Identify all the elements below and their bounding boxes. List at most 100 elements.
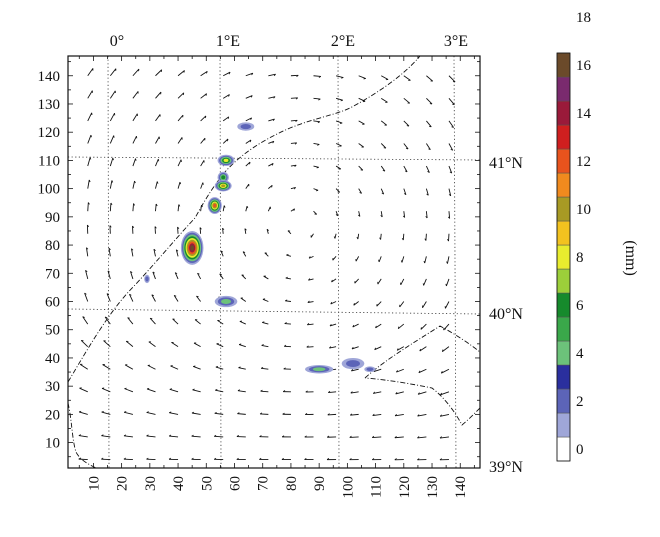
wind-vector [442,346,450,352]
wind-vector [82,316,89,325]
wind-vector-head [446,261,448,264]
wind-vector [214,412,224,415]
x-tick-label-120: 120 [397,476,413,499]
wind-vector [109,68,117,77]
colorbar-tick-label-16: 16 [576,58,592,74]
wind-vector-head [439,458,442,461]
wind-vector [374,346,382,351]
x-tick-label-50: 50 [199,476,215,491]
wind-vector [330,301,337,305]
wind-vector [222,205,225,212]
wind-vector-head [281,435,285,438]
wind-vector [373,391,382,394]
wind-vector [425,188,429,196]
precip-contour-3 [346,360,360,368]
y-tick-label-140: 140 [38,69,61,85]
wind-vector [101,435,111,438]
wind-vector [153,249,156,257]
wind-vector [177,137,183,144]
wind-vector-head [101,457,104,460]
x-tick-label-140: 140 [453,476,469,499]
wind-vector [350,391,359,394]
wind-vector-head [417,436,420,439]
wind-vector [418,368,427,374]
wind-vector [238,344,246,348]
precip-contour-15 [221,184,226,188]
wind-vector-head [177,226,180,230]
wind-vector-head [451,126,454,128]
wind-vector-head [250,117,253,120]
wind-vector [200,160,205,167]
colorbar-swatch-0 [556,436,571,462]
wind-vector [152,271,156,280]
wind-vector-head [404,170,408,173]
wind-vector [131,248,134,257]
precip-cell-3 [214,180,232,192]
wind-vector-head [329,323,332,327]
wind-vector [200,70,208,77]
colorbar-swatch-1 [556,412,571,438]
wind-vector [290,119,298,122]
y-tick-label-60: 60 [45,295,60,311]
wind-vector [130,271,134,280]
wind-vector [268,184,273,189]
wind-vector [132,135,137,144]
wind-vector-head [305,412,308,415]
wind-vector [378,256,382,263]
colorbar-swatch-11 [556,172,571,198]
wind-vector [268,163,274,167]
wind-vector-head [426,193,429,196]
wind-vector-head [78,434,82,436]
wind-vector [358,75,366,79]
wind-vector [109,157,114,167]
wind-vector-head [201,204,203,208]
wind-vector [402,233,405,241]
wind-vector [417,436,427,439]
wind-vector-head [317,121,320,124]
wind-vector [290,142,297,144]
wind-vector-head [273,73,276,77]
wind-vector-head [133,203,135,206]
wind-vector [307,301,314,303]
wind-vector-head [417,458,420,461]
wind-vector [200,93,207,99]
wind-vector [124,388,134,393]
wind-vector-head [285,299,288,302]
colorbar-tick-label-18: 18 [576,10,591,26]
wind-vector [396,368,404,373]
wind-vector-head [397,326,400,329]
wind-vector-head [111,180,114,183]
wind-vector [177,70,185,77]
wind-vector-head [284,344,287,347]
wind-vector [132,91,139,99]
wind-vector-head [260,366,264,369]
wind-vector-head [445,283,447,287]
wind-vector [129,293,134,302]
wind-vector [196,295,201,302]
y-tick-label-130: 130 [38,97,61,113]
wind-vector-head [333,236,336,239]
wind-vector [245,72,254,77]
wind-vector-field [78,68,456,461]
wind-vector [307,323,314,326]
wind-vector-head [272,118,275,121]
wind-vector-head [396,370,398,373]
wind-vector-head [353,303,355,306]
wind-vector-head [146,457,149,460]
wind-vector [396,346,405,351]
wind-vector [155,91,162,99]
wind-vector [262,321,269,325]
wind-vector-head [351,346,354,350]
wind-vector-head [123,434,127,437]
precip-cell-9 [341,357,365,370]
wind-vector-head [132,225,135,229]
wind-vector-head [222,227,225,231]
wind-vector-head [108,247,111,251]
wind-vector [173,295,179,302]
wind-vector-head [199,227,202,230]
wind-vector-head [129,293,132,296]
wind-vector [263,275,269,280]
wind-vector [381,75,389,80]
wind-vector-head [372,458,375,461]
wind-vector-head [447,239,449,242]
